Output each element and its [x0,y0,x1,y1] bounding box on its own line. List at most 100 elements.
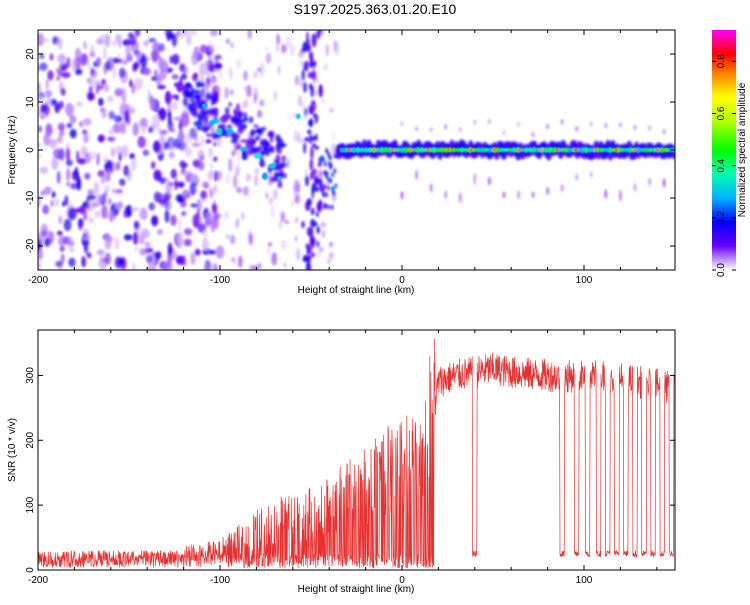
heatmap-cell [143,67,152,76]
heatmap-cell [175,255,185,265]
heatmap-cell [339,147,345,153]
heatmap-cell [101,109,107,119]
heatmap-cell [663,147,669,153]
colorbar: 0.0 0.2 0.4 0.6 0.8 Normalized spectral ampl… [712,30,748,277]
heatmap-cell [315,178,320,184]
heatmap-cell [49,53,54,61]
heatmap-cell [488,176,491,186]
heatmap-cell [133,220,140,230]
heatmap-cell [163,141,168,151]
heatmap-cell [152,41,160,52]
heatmap-cell [107,198,112,205]
heatmap-cell [178,219,182,232]
heatmap-cell [304,107,308,117]
heatmap-cell [444,124,447,130]
heatmap-cell [309,158,314,171]
heatmap-cell [429,127,433,133]
heatmap-cell [311,182,316,194]
heatmap-cell [316,30,321,39]
heatmap-cell [236,187,242,193]
heatmap-cell [208,147,213,159]
heatmap-cell [298,50,305,58]
heatmap-cell [68,257,76,267]
heatmap-cell [56,136,63,144]
heatmap-cell [305,175,309,187]
heatmap-cell [318,83,323,98]
heatmap-cell [265,47,268,52]
heatmap-cell [38,125,42,133]
heatmap-cell [323,170,327,176]
snr-y-tick-label: 100 [25,496,36,513]
heatmap-cell [315,211,319,217]
heatmap-cell [38,33,45,47]
heatmap-cell [71,58,76,72]
heatmap-cell [319,177,322,190]
heatmap-cell [56,230,63,236]
heatmap-cell [190,252,196,266]
heatmap-cell [56,170,61,184]
heatmap-cell [411,147,417,153]
heatmap-cell [183,228,193,236]
heatmap-cell [191,142,201,148]
heatmap-cell [623,147,629,153]
heatmap-cell [64,195,69,207]
heatmap-cell [164,90,172,105]
heatmap-cell [287,114,291,121]
heatmap-cell [59,81,64,95]
heatmap-cell [165,181,173,194]
heatmap-cell [56,68,62,75]
heatmap-cell [253,71,258,79]
heatmap-cell [310,207,315,216]
heatmap-cell [124,104,130,111]
heatmap-cell [202,181,209,188]
heatmap-cell [351,146,357,154]
heatmap-cell [316,240,320,249]
heatmap-cell [315,133,318,142]
heatmap-cell [643,147,649,153]
heatmap-cell [149,98,157,111]
spectrogram-x-tick-label: -100 [210,275,230,286]
heatmap-cell [172,53,180,65]
heatmap-cell [275,144,279,153]
heatmap-cell [579,146,585,154]
colorbar-gradient [712,30,736,270]
heatmap-cell [146,254,153,264]
heatmap-cell [258,61,265,76]
heatmap-cell [459,126,462,132]
heatmap-cell [295,113,301,120]
heatmap-cell [343,146,349,154]
heatmap-cell [295,216,298,224]
heatmap-cell [208,39,212,52]
heatmap-cell [236,58,242,69]
heatmap-cell [265,52,272,64]
heatmap-cell [619,189,622,202]
heatmap-cell [174,178,178,191]
heatmap-cell [43,186,52,195]
heatmap-cell [87,194,97,201]
heatmap-cell [58,215,63,225]
heatmap-cell [269,146,273,151]
heatmap-cell [248,116,254,124]
heatmap-cell [188,30,198,36]
heatmap-cell [312,168,317,175]
heatmap-cell [587,147,593,153]
heatmap-cell [130,158,137,172]
heatmap-cell [415,169,418,180]
heatmap-cell [70,183,78,190]
heatmap-cell [383,146,389,154]
heatmap-cell [213,210,218,222]
heatmap-cell [315,90,319,96]
heatmap-cell [326,258,332,265]
heatmap-cell [279,220,282,229]
heatmap-cell [559,147,565,153]
heatmap-cell [294,179,299,184]
heatmap-cell [445,148,451,152]
heatmap-cell [189,127,197,139]
heatmap-cell [169,248,174,254]
heatmap-cell [245,173,252,182]
heatmap-cell [214,265,217,270]
heatmap-cell [251,128,255,137]
heatmap-cell [104,172,109,183]
heatmap-cell [184,82,192,88]
